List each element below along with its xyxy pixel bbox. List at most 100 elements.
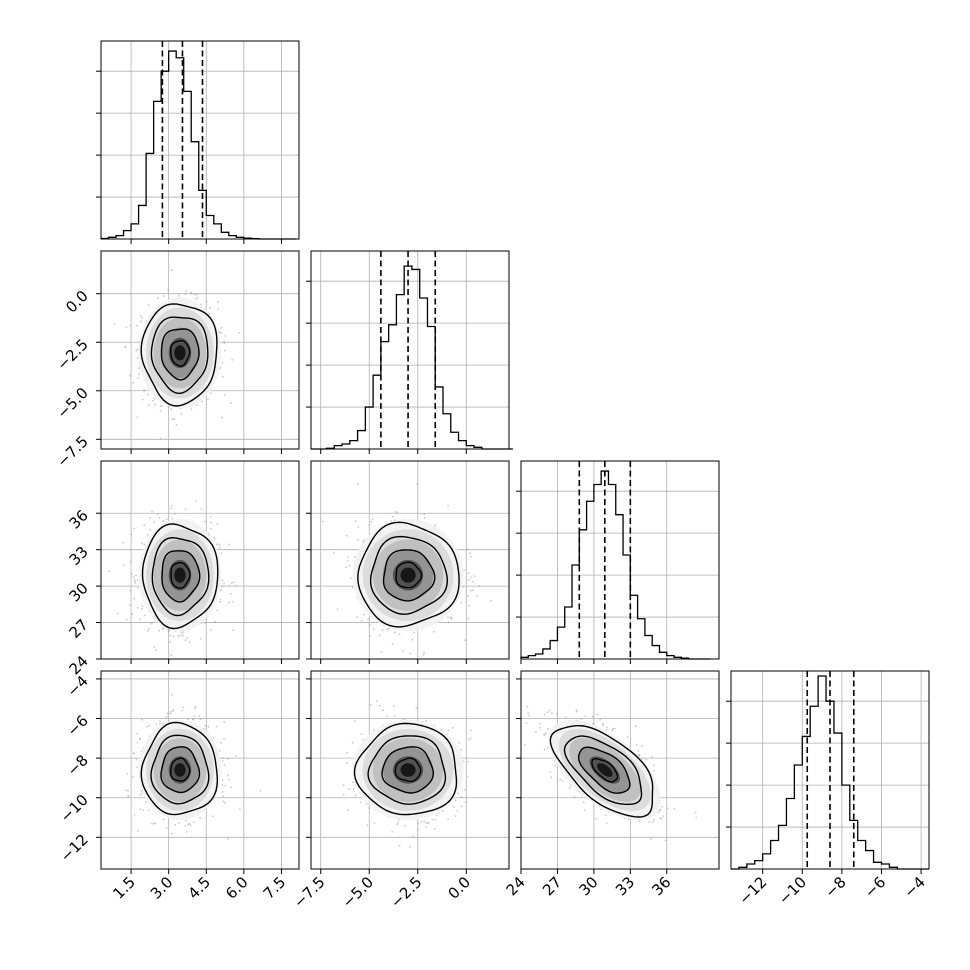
scatter-panel-2-3 <box>516 670 720 874</box>
scatter-point <box>143 543 146 546</box>
scatter-point <box>108 570 111 573</box>
scatter-point <box>352 781 354 784</box>
scatter-point <box>224 784 227 787</box>
contour-line <box>141 523 219 630</box>
scatter-point <box>599 718 602 721</box>
scatter-point <box>181 633 184 636</box>
scatter-point <box>196 296 199 299</box>
scatter-point <box>139 794 142 796</box>
scatter-point <box>469 737 472 740</box>
scatter-point <box>194 706 197 708</box>
scatter-point <box>449 616 452 618</box>
scatter-point <box>223 582 225 585</box>
scatter-point <box>478 585 480 587</box>
scatter-point <box>433 828 436 830</box>
scatter-point <box>223 349 226 352</box>
scatter-point <box>135 574 137 577</box>
scatter-point <box>192 718 194 721</box>
scatter-point <box>141 542 144 544</box>
scatter-point <box>369 704 372 706</box>
scatter-point <box>433 630 435 633</box>
scatter-point <box>209 312 211 315</box>
contour-line <box>170 562 191 589</box>
scatter-point <box>550 712 553 714</box>
contour-line <box>394 757 422 783</box>
scatter-point <box>215 725 218 728</box>
scatter-point <box>460 796 463 798</box>
scatter-point <box>638 754 641 756</box>
scatter-point <box>165 518 168 521</box>
scatter-point <box>124 346 127 348</box>
scatter-point <box>431 818 434 821</box>
scatter-point <box>141 317 144 319</box>
scatter-point <box>141 792 143 795</box>
scatter-point <box>466 775 469 778</box>
scatter-point <box>140 790 143 792</box>
scatter-point <box>223 738 225 740</box>
scatter-point <box>221 791 224 793</box>
scatter-point <box>149 528 152 531</box>
scatter-point <box>178 635 181 637</box>
scatter-point <box>167 289 170 291</box>
scatter-point <box>182 706 185 709</box>
scatter-point <box>223 764 226 766</box>
scatter-point <box>125 789 128 791</box>
scatter-point <box>468 604 471 607</box>
scatter-point <box>170 654 173 657</box>
scatter-point <box>216 543 219 546</box>
scatter-point <box>144 614 146 617</box>
scatter-point <box>147 404 150 406</box>
scatter-point <box>170 408 173 410</box>
scatter-point <box>181 709 183 712</box>
scatter-point <box>402 718 404 721</box>
scatter-point <box>171 505 174 507</box>
scatter-point <box>199 638 202 640</box>
scatter-point <box>184 639 187 642</box>
density-level <box>174 567 186 583</box>
scatter-point <box>451 726 454 729</box>
scatter-point <box>232 581 235 584</box>
scatter-point <box>367 618 369 620</box>
scatter-point <box>228 584 231 587</box>
scatter-point <box>195 293 198 296</box>
scatter-point <box>168 629 171 632</box>
panel-frame <box>100 670 300 870</box>
scatter-point <box>180 413 183 415</box>
scatter-point <box>135 759 138 761</box>
scatter-point <box>129 560 132 563</box>
scatter-point <box>141 608 143 610</box>
scatter-point <box>223 342 226 345</box>
scatter-point <box>204 520 206 523</box>
scatter-point <box>133 814 136 816</box>
contour-line <box>357 521 460 628</box>
scatter-point <box>186 637 188 640</box>
scatter-point <box>141 398 144 401</box>
scatter-point <box>220 552 223 555</box>
contour-line <box>160 328 200 381</box>
contour-line <box>150 316 209 395</box>
scatter-point <box>350 577 352 579</box>
scatter-point <box>169 641 172 643</box>
panel-frame <box>520 460 720 660</box>
scatter-point <box>637 750 640 752</box>
scatter-point <box>447 616 449 619</box>
scatter-panel-0-2 <box>96 460 300 664</box>
scatter-point <box>190 408 193 411</box>
scatter-point <box>131 613 133 616</box>
scatter-point <box>381 629 384 632</box>
scatter-point <box>222 800 225 803</box>
scatter-point <box>230 582 233 585</box>
scatter-point <box>417 822 420 825</box>
scatter-point <box>161 722 164 725</box>
scatter-point <box>424 821 427 824</box>
contour-line <box>367 735 447 805</box>
scatter-point <box>207 532 210 535</box>
scatter-point <box>132 381 135 384</box>
scatter-point <box>468 738 470 741</box>
scatter-point <box>173 418 176 420</box>
scatter-point <box>162 627 164 630</box>
density-level <box>174 345 186 361</box>
scatter-point <box>360 619 363 622</box>
scatter-point <box>130 533 133 536</box>
scatter-point <box>412 836 415 838</box>
